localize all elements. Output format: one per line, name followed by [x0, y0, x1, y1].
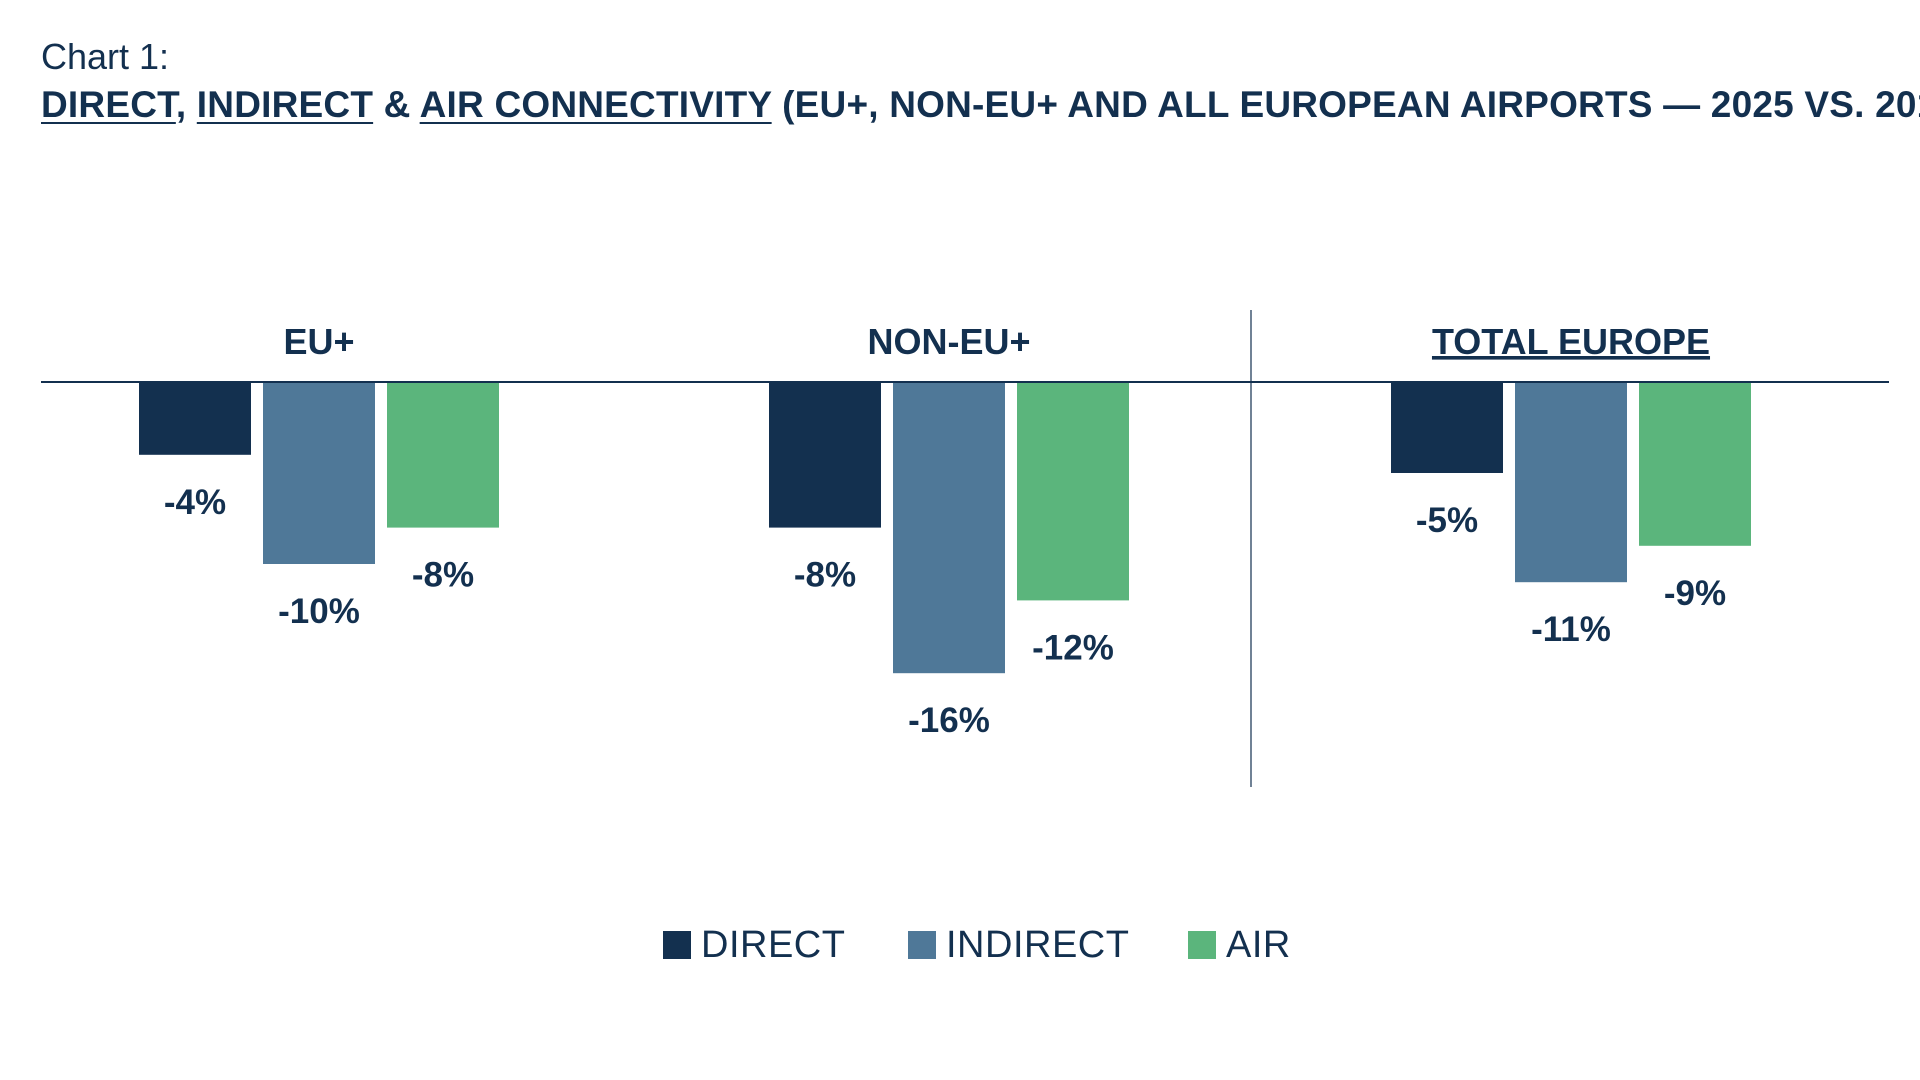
data-label-total-europe-direct: -5%	[1416, 501, 1478, 540]
category-label-non-eu: NON-EU+	[867, 321, 1030, 362]
chart-number-label: Chart 1:	[41, 36, 170, 77]
title-air-connectivity: AIR CONNECTIVITY	[419, 84, 772, 125]
legend-label-air: AIR	[1226, 923, 1291, 966]
bar-total-europe-indirect	[1515, 382, 1627, 583]
title-separator-2: &	[373, 84, 420, 125]
data-label-eu-indirect: -10%	[278, 592, 360, 631]
title-indirect: INDIRECT	[196, 84, 374, 125]
bar-non-eu-air	[1017, 382, 1129, 601]
bar-eu-direct	[139, 382, 251, 455]
legend-swatch-indirect	[908, 931, 936, 959]
category-label-total-europe: TOTAL EUROPE	[1432, 321, 1710, 362]
data-label-eu-direct: -4%	[164, 483, 226, 522]
legend: DIRECT INDIRECT AIR	[0, 920, 1920, 970]
data-label-eu-air: -8%	[412, 556, 474, 595]
data-label-non-eu-indirect: -16%	[908, 701, 990, 740]
bar-total-europe-direct	[1391, 382, 1503, 473]
legend-item-indirect: INDIRECT	[908, 920, 1129, 970]
legend-label-indirect: INDIRECT	[946, 923, 1130, 966]
title-rest: (EU+, NON-EU+ AND ALL EUROPEAN AIRPORTS …	[771, 84, 1920, 125]
data-label-non-eu-air: -12%	[1032, 628, 1114, 667]
legend-label-direct: DIRECT	[701, 923, 846, 966]
legend-swatch-direct	[663, 931, 691, 959]
legend-item-air: AIR	[1188, 920, 1291, 970]
bar-non-eu-indirect	[893, 382, 1005, 674]
data-label-total-europe-air: -9%	[1664, 574, 1726, 613]
legend-item-direct: DIRECT	[663, 920, 845, 970]
bar-eu-air	[387, 382, 499, 528]
bar-eu-indirect	[263, 382, 375, 564]
legend-swatch-air	[1188, 931, 1216, 959]
title-separator-1: ,	[175, 84, 197, 125]
category-label-eu: EU+	[283, 321, 354, 362]
data-label-total-europe-indirect: -11%	[1531, 610, 1611, 649]
bar-total-europe-air	[1639, 382, 1751, 546]
title-direct: DIRECT	[41, 84, 176, 125]
data-label-non-eu-direct: -8%	[794, 556, 856, 595]
bar-non-eu-direct	[769, 382, 881, 528]
chart-title: DIRECT, INDIRECT & AIR CONNECTIVITY (EU+…	[41, 84, 1920, 126]
